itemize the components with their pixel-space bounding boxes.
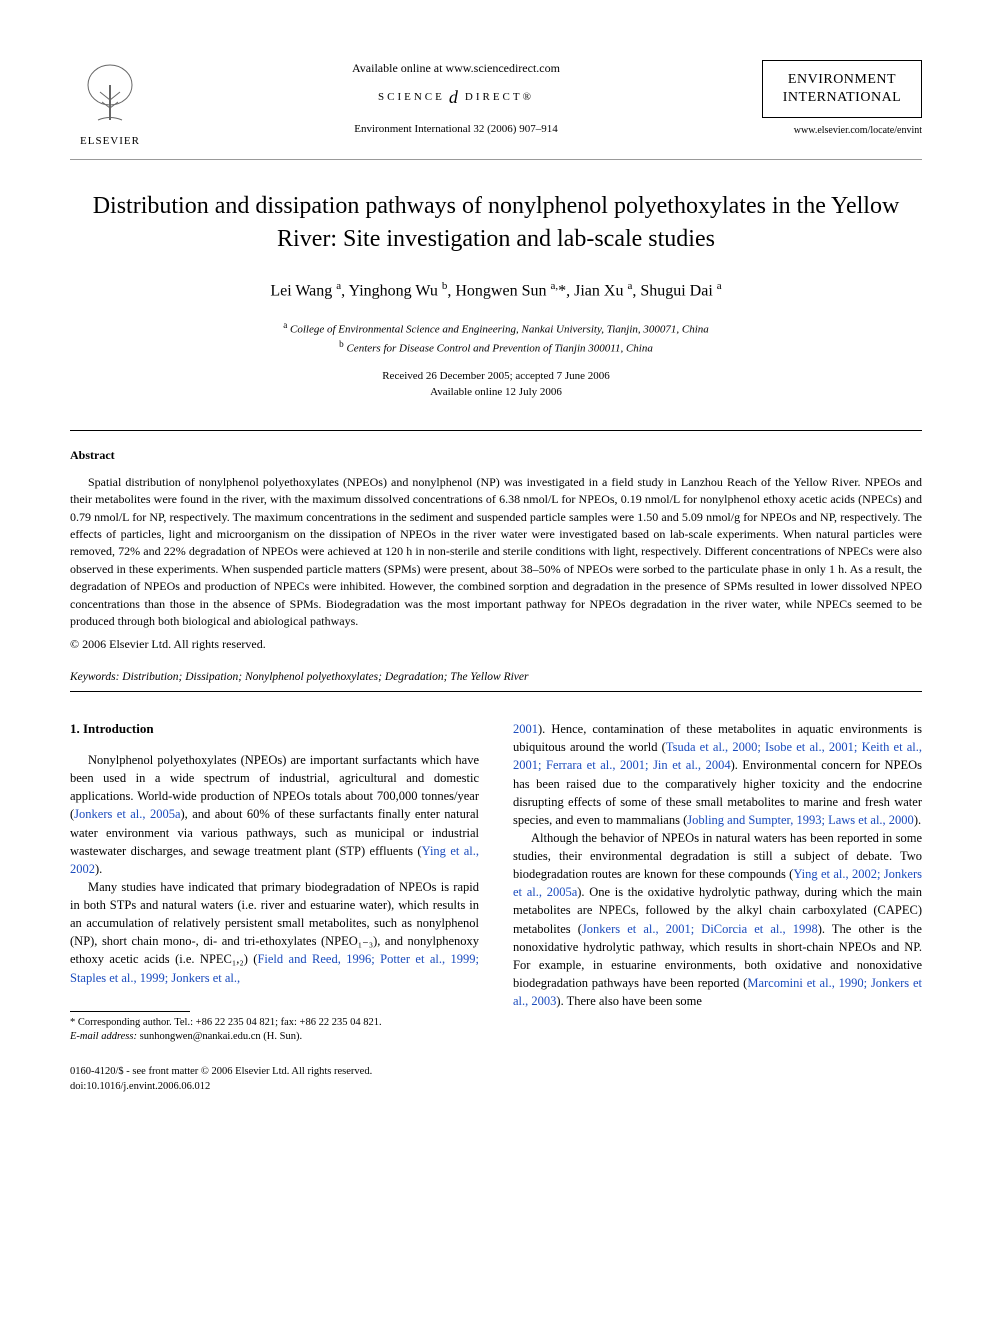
abstract-body: Spatial distribution of nonylphenol poly…: [70, 474, 922, 631]
elsevier-tree-icon: [80, 60, 140, 130]
authors-line: Lei Wang a, Yinghong Wu b, Hongwen Sun a…: [70, 279, 922, 303]
elsevier-logo: ELSEVIER: [70, 60, 150, 149]
sciencedirect-logo: SCIENCE d DIRECT®: [170, 85, 742, 110]
journal-name-line2: INTERNATIONAL: [771, 89, 913, 107]
journal-url: www.elsevier.com/locate/envint: [762, 124, 922, 138]
doi-line: doi:10.1016/j.envint.2006.06.012: [70, 1080, 922, 1095]
right-column: 2001). Hence, contamination of these met…: [513, 720, 922, 1045]
intro-para-2: Many studies have indicated that primary…: [70, 878, 479, 987]
elsevier-label: ELSEVIER: [80, 134, 140, 149]
corresponding-email[interactable]: sunhongwen@nankai.edu.cn: [140, 1031, 261, 1042]
sd-swoosh-icon: d: [449, 85, 461, 110]
corresponding-author-line: * Corresponding author. Tel.: +86 22 235…: [70, 1016, 479, 1031]
affiliation-b: b Centers for Disease Control and Preven…: [70, 338, 922, 357]
abstract-heading: Abstract: [70, 447, 922, 464]
sd-left: SCIENCE: [378, 90, 445, 105]
post-keywords-rule: [70, 691, 922, 692]
ref-jonkers-dicorcia[interactable]: Jonkers et al., 2001; DiCorcia et al., 1…: [582, 922, 818, 936]
email-suffix: (H. Sun).: [263, 1031, 302, 1042]
page-header: ELSEVIER Available online at www.science…: [70, 60, 922, 149]
abstract-copyright: © 2006 Elsevier Ltd. All rights reserved…: [70, 636, 922, 653]
affiliation-a: a College of Environmental Science and E…: [70, 319, 922, 338]
pre-abstract-rule: [70, 430, 922, 431]
front-matter-line: 0160-4120/$ - see front matter © 2006 El…: [70, 1065, 922, 1080]
citation-line: Environment International 32 (2006) 907–…: [170, 122, 742, 137]
sd-right: DIRECT®: [465, 90, 534, 105]
left-column: 1. Introduction Nonylphenol polyethoxyla…: [70, 720, 479, 1045]
corresponding-email-line: E-mail address: sunhongwen@nankai.edu.cn…: [70, 1030, 479, 1045]
intro-para-1: Nonylphenol polyethoxylates (NPEOs) are …: [70, 751, 479, 878]
intro-para-2-cont: 2001). Hence, contamination of these met…: [513, 720, 922, 829]
header-rule: [70, 159, 922, 160]
affiliations: a College of Environmental Science and E…: [70, 319, 922, 357]
ref-2001-cont[interactable]: 2001: [513, 722, 538, 736]
keywords-line: Keywords: Distribution; Dissipation; Non…: [70, 669, 922, 685]
section-1-heading: 1. Introduction: [70, 720, 479, 739]
rp1-text-c: ).: [914, 813, 921, 827]
footnote-rule: [70, 1011, 190, 1012]
intro-para-3: Although the behavior of NPEOs in natura…: [513, 829, 922, 1010]
keywords-label: Keywords:: [70, 671, 119, 683]
email-label: E-mail address:: [70, 1031, 137, 1042]
affiliation-b-text: Centers for Disease Control and Preventi…: [346, 343, 652, 355]
journal-name-line1: ENVIRONMENT: [771, 71, 913, 89]
bottom-meta: 0160-4120/$ - see front matter © 2006 El…: [70, 1065, 922, 1094]
ref-jonkers-2005a[interactable]: Jonkers et al., 2005a: [74, 807, 180, 821]
article-dates: Received 26 December 2005; accepted 7 Ju…: [70, 369, 922, 400]
body-columns: 1. Introduction Nonylphenol polyethoxyla…: [70, 720, 922, 1045]
journal-box-wrapper: ENVIRONMENT INTERNATIONAL www.elsevier.c…: [762, 60, 922, 138]
article-title: Distribution and dissipation pathways of…: [70, 190, 922, 255]
rp2-text-d: ). There also have been some: [556, 994, 702, 1008]
affiliation-a-text: College of Environmental Science and Eng…: [290, 324, 709, 336]
available-online-date: Available online 12 July 2006: [70, 385, 922, 400]
received-accepted: Received 26 December 2005; accepted 7 Ju…: [70, 369, 922, 384]
header-center: Available online at www.sciencedirect.co…: [150, 60, 762, 137]
available-online-text: Available online at www.sciencedirect.co…: [170, 60, 742, 77]
corresponding-footnote: * Corresponding author. Tel.: +86 22 235…: [70, 1016, 479, 1045]
journal-title-box: ENVIRONMENT INTERNATIONAL: [762, 60, 922, 118]
keywords-list: Distribution; Dissipation; Nonylphenol p…: [122, 671, 528, 683]
p1-text-c: ).: [95, 862, 102, 876]
ref-jobling-laws[interactable]: Jobling and Sumpter, 1993; Laws et al., …: [687, 813, 914, 827]
